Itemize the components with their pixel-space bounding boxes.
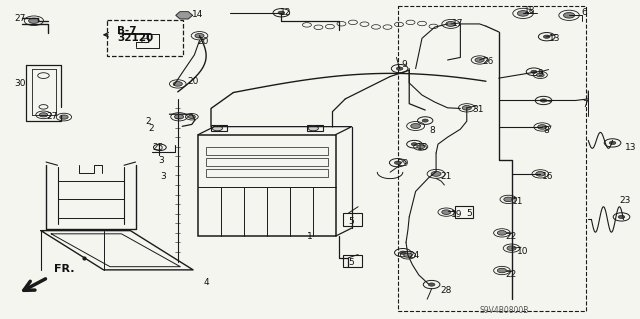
Circle shape — [308, 126, 319, 131]
Circle shape — [462, 106, 471, 110]
Circle shape — [29, 18, 39, 23]
Circle shape — [417, 145, 424, 149]
Circle shape — [536, 172, 545, 176]
Circle shape — [442, 210, 451, 214]
Circle shape — [543, 35, 550, 38]
Circle shape — [497, 231, 506, 235]
Text: 12: 12 — [280, 8, 291, 17]
Text: 14: 14 — [192, 10, 203, 19]
Circle shape — [394, 161, 401, 164]
Text: 20: 20 — [197, 37, 208, 46]
Circle shape — [531, 70, 537, 73]
Text: 31: 31 — [472, 105, 483, 114]
Text: 29: 29 — [397, 159, 409, 168]
Circle shape — [399, 251, 406, 254]
Circle shape — [173, 82, 182, 86]
Circle shape — [175, 115, 184, 119]
Text: 27: 27 — [46, 112, 58, 121]
Text: 27: 27 — [14, 14, 26, 23]
Bar — [455, 206, 473, 218]
Text: 25: 25 — [152, 143, 164, 152]
Circle shape — [446, 21, 456, 26]
Text: B-7: B-7 — [117, 26, 136, 36]
Text: 3: 3 — [160, 172, 166, 181]
Text: 1: 1 — [307, 232, 313, 241]
Circle shape — [278, 11, 285, 14]
Bar — [206, 147, 328, 155]
Text: 24: 24 — [408, 251, 419, 260]
Circle shape — [538, 125, 547, 129]
Text: 10: 10 — [516, 247, 528, 256]
Text: 21: 21 — [440, 172, 451, 181]
Circle shape — [412, 143, 417, 146]
Text: 3: 3 — [159, 156, 164, 165]
Text: 17: 17 — [452, 19, 463, 28]
Bar — [198, 135, 336, 236]
Text: 13: 13 — [625, 143, 637, 152]
Circle shape — [504, 197, 513, 202]
Text: FR.: FR. — [54, 264, 75, 274]
Text: 30: 30 — [14, 79, 26, 88]
Text: 8: 8 — [543, 126, 549, 135]
Text: 11: 11 — [511, 197, 523, 206]
Circle shape — [517, 11, 529, 16]
Text: 28: 28 — [440, 286, 451, 294]
Bar — [343, 255, 362, 267]
Text: 18: 18 — [524, 6, 536, 15]
Bar — [343, 213, 362, 226]
Circle shape — [188, 115, 195, 119]
Text: 22: 22 — [505, 232, 516, 241]
Text: 8: 8 — [429, 126, 435, 135]
Text: 9: 9 — [537, 69, 543, 78]
Circle shape — [540, 99, 547, 102]
Circle shape — [609, 141, 616, 145]
Circle shape — [536, 73, 544, 77]
Circle shape — [497, 268, 506, 273]
Bar — [397, 6, 586, 311]
Circle shape — [507, 246, 516, 250]
Bar — [206, 158, 328, 166]
Text: S9V4B0800B: S9V4B0800B — [479, 306, 529, 315]
Polygon shape — [176, 12, 193, 19]
Text: 2: 2 — [146, 117, 152, 126]
Circle shape — [404, 253, 412, 257]
Circle shape — [475, 58, 484, 62]
Text: 26: 26 — [483, 57, 494, 66]
Text: 22: 22 — [505, 270, 516, 278]
Circle shape — [39, 113, 48, 117]
Bar — [206, 169, 328, 177]
Text: 15: 15 — [417, 143, 428, 152]
Text: 23: 23 — [619, 196, 630, 205]
Text: 4: 4 — [204, 278, 209, 286]
Bar — [108, 20, 183, 56]
Text: 13: 13 — [548, 34, 560, 43]
Circle shape — [396, 67, 403, 70]
Text: 20: 20 — [188, 77, 199, 85]
Text: 16: 16 — [542, 172, 554, 181]
Text: 6: 6 — [582, 8, 588, 17]
Circle shape — [618, 215, 625, 219]
Text: 32120: 32120 — [117, 33, 153, 43]
Circle shape — [428, 283, 435, 286]
Circle shape — [195, 33, 204, 38]
Text: 7: 7 — [582, 100, 588, 109]
Text: 5: 5 — [348, 258, 353, 267]
Circle shape — [563, 12, 575, 18]
Text: 2: 2 — [148, 124, 154, 133]
Text: 19: 19 — [451, 210, 463, 219]
Text: 5: 5 — [348, 217, 353, 226]
Circle shape — [422, 119, 428, 122]
Circle shape — [411, 123, 420, 129]
Circle shape — [212, 126, 223, 131]
Bar — [307, 125, 323, 131]
Text: 5: 5 — [467, 209, 472, 218]
Circle shape — [60, 115, 68, 119]
Text: 9: 9 — [401, 60, 407, 69]
Bar — [211, 125, 227, 131]
Circle shape — [431, 171, 441, 176]
